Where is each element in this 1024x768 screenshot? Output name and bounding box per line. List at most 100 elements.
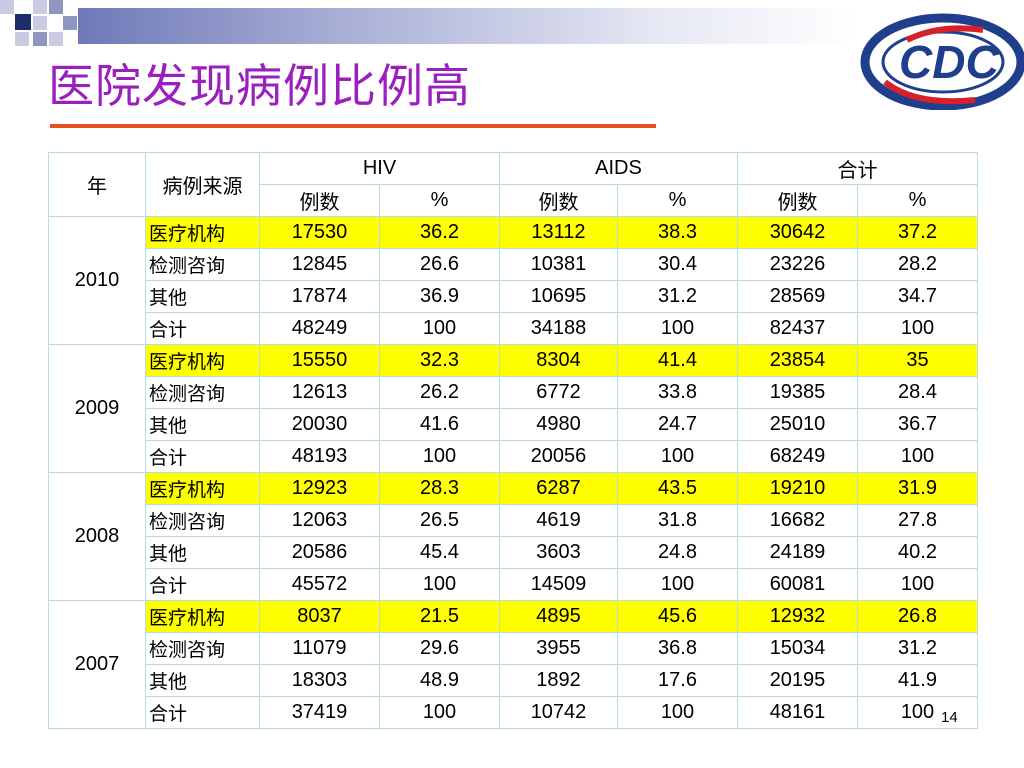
value-cell: 100	[379, 696, 500, 729]
value-cell: 4895	[499, 600, 618, 633]
value-cell: 10695	[499, 280, 618, 313]
title-underline	[50, 124, 656, 128]
decor-square	[33, 16, 47, 30]
value-cell: 26.8	[857, 600, 978, 633]
value-cell: 17874	[259, 280, 380, 313]
value-cell: 68249	[737, 440, 858, 473]
table-body: 2010 医疗机构 17530 36.2 13112 38.3 30642 37.2 检测咨询 1…	[48, 216, 978, 729]
source-cell: 其他	[145, 408, 260, 441]
value-cell: 29.6	[379, 632, 500, 665]
value-cell: 100	[379, 312, 500, 345]
decor-square	[49, 0, 63, 14]
table-row: 合计 48193 100 20056 100 68249 100	[49, 440, 978, 473]
value-cell: 10742	[499, 696, 618, 729]
year-cell: 2010	[48, 216, 146, 345]
value-cell: 23226	[737, 248, 858, 281]
decor-square	[33, 0, 47, 14]
source-cell: 医疗机构	[145, 344, 260, 377]
source-cell: 合计	[145, 696, 260, 729]
value-cell: 24189	[737, 536, 858, 569]
value-cell: 35	[857, 344, 978, 377]
table-row: 合计 37419 100 10742 100 48161 100	[49, 696, 978, 729]
source-cell: 检测咨询	[145, 376, 260, 409]
table-row: 检测咨询 11079 29.6 3955 36.8 15034 31.2	[49, 632, 978, 665]
source-cell: 检测咨询	[145, 632, 260, 665]
value-cell: 100	[379, 568, 500, 601]
source-cell: 其他	[145, 280, 260, 313]
source-cell: 检测咨询	[145, 248, 260, 281]
value-cell: 34.7	[857, 280, 978, 313]
header-source: 病例来源	[145, 152, 260, 217]
header-group-total: 合计	[737, 152, 978, 185]
table-row: 其他 17874 36.9 10695 31.2 28569 34.7	[49, 280, 978, 313]
header-sub: 例数	[499, 184, 618, 217]
value-cell: 28.4	[857, 376, 978, 409]
value-cell: 36.7	[857, 408, 978, 441]
value-cell: 45572	[259, 568, 380, 601]
decor-square	[0, 0, 14, 14]
value-cell: 20030	[259, 408, 380, 441]
source-cell: 合计	[145, 568, 260, 601]
source-cell: 其他	[145, 664, 260, 697]
value-cell: 48.9	[379, 664, 500, 697]
table-row: 其他 18303 48.9 1892 17.6 20195 41.9	[49, 664, 978, 697]
value-cell: 12932	[737, 600, 858, 633]
table-row: 合计 45572 100 14509 100 60081 100	[49, 568, 978, 601]
page-number: 14	[941, 709, 958, 726]
value-cell: 45.4	[379, 536, 500, 569]
source-cell: 医疗机构	[145, 600, 260, 633]
value-cell: 60081	[737, 568, 858, 601]
cdc-logo-icon: CDC	[860, 13, 1024, 110]
value-cell: 37419	[259, 696, 380, 729]
value-cell: 48249	[259, 312, 380, 345]
value-cell: 41.4	[617, 344, 738, 377]
value-cell: 8304	[499, 344, 618, 377]
value-cell: 40.2	[857, 536, 978, 569]
table-row: 2010 医疗机构 17530 36.2 13112 38.3 30642 37.2	[48, 216, 978, 345]
decor-square	[15, 32, 29, 46]
table-row: 检测咨询 12613 26.2 6772 33.8 19385 28.4	[49, 376, 978, 409]
year-cell: 2007	[48, 600, 146, 729]
table-row: 其他 20586 45.4 3603 24.8 24189 40.2	[49, 536, 978, 569]
value-cell: 45.6	[617, 600, 738, 633]
table-row: 2007 医疗机构 8037 21.5 4895 45.6 12932 26.8	[48, 600, 978, 729]
source-cell: 合计	[145, 312, 260, 345]
value-cell: 14509	[499, 568, 618, 601]
value-cell: 15550	[259, 344, 380, 377]
value-cell: 36.2	[379, 216, 500, 249]
source-cell: 医疗机构	[145, 472, 260, 505]
value-cell: 100	[617, 568, 738, 601]
value-cell: 31.2	[857, 632, 978, 665]
value-cell: 12613	[259, 376, 380, 409]
value-cell: 100	[379, 440, 500, 473]
table-row: 检测咨询 12845 26.6 10381 30.4 23226 28.2	[49, 248, 978, 281]
value-cell: 100	[857, 568, 978, 601]
value-cell: 38.3	[617, 216, 738, 249]
decor-square	[49, 32, 63, 46]
value-cell: 20586	[259, 536, 380, 569]
year-cell: 2008	[48, 472, 146, 601]
value-cell: 28569	[737, 280, 858, 313]
value-cell: 19210	[737, 472, 858, 505]
header-sub: 例数	[259, 184, 380, 217]
decor-square	[33, 32, 47, 46]
value-cell: 100	[617, 696, 738, 729]
value-cell: 33.8	[617, 376, 738, 409]
value-cell: 48161	[737, 696, 858, 729]
source-cell: 检测咨询	[145, 504, 260, 537]
value-cell: 30.4	[617, 248, 738, 281]
value-cell: 31.9	[857, 472, 978, 505]
value-cell: 82437	[737, 312, 858, 345]
case-source-table: 年 病例来源 HIV AIDS 合计 例数 % 例数 % 例数 % 2010 医疗…	[48, 152, 978, 729]
value-cell: 36.8	[617, 632, 738, 665]
value-cell: 25010	[737, 408, 858, 441]
value-cell: 20056	[499, 440, 618, 473]
value-cell: 15034	[737, 632, 858, 665]
table-row: 其他 20030 41.6 4980 24.7 25010 36.7	[49, 408, 978, 441]
value-cell: 100	[617, 440, 738, 473]
value-cell: 100	[857, 312, 978, 345]
value-cell: 12845	[259, 248, 380, 281]
header-sub: %	[379, 184, 500, 217]
value-cell: 26.2	[379, 376, 500, 409]
value-cell: 26.5	[379, 504, 500, 537]
